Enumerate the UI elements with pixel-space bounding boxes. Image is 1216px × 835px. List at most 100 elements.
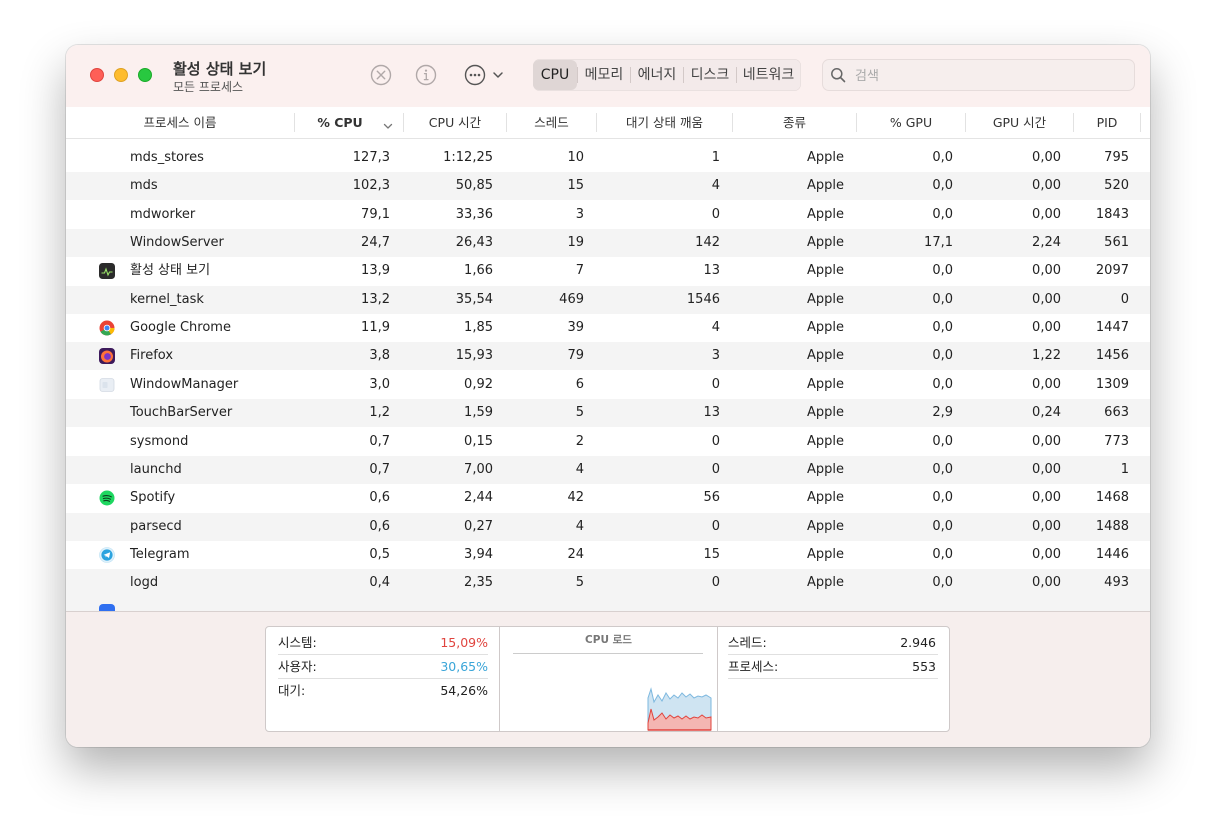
gpu-percent-cell: 17,1	[924, 235, 953, 251]
column-header-idle-wakeups[interactable]: 대기 상태 깨움	[626, 115, 703, 130]
process-name-cell: mds	[130, 178, 158, 194]
table-row[interactable]: sysmond 0,7 0,15 2 0 Apple 0,0 0,00 773	[66, 428, 1150, 456]
gpu-percent-cell: 2,9	[932, 405, 953, 421]
idle-wakeups-cell: 1546	[686, 291, 720, 307]
processes-value: 553	[912, 659, 936, 674]
tab-energy[interactable]: 에너지	[637, 67, 677, 83]
column-header-kind[interactable]: 종류	[782, 115, 806, 130]
search-field[interactable]	[822, 59, 1135, 91]
idle-wakeups-cell: 0	[711, 575, 720, 591]
idle-wakeups-cell: 13	[703, 263, 720, 279]
search-input[interactable]	[853, 65, 1127, 87]
more-options-icon[interactable]	[463, 63, 507, 87]
gpu-time-cell: 0,00	[1032, 178, 1061, 194]
gpu-percent-cell: 0,0	[932, 291, 953, 307]
table-row[interactable]: mdworker 79,1 33,36 3 0 Apple 0,0 0,00 1843	[66, 201, 1150, 229]
column-divider[interactable]	[965, 113, 966, 132]
process-name-cell: mdworker	[130, 206, 196, 222]
column-header-threads[interactable]: 스레드	[534, 115, 569, 130]
cpu-percent-cell: 24,7	[361, 235, 390, 251]
cpu-percent-cell: 13,2	[361, 291, 390, 307]
column-header-cpu[interactable]: % CPU	[317, 115, 363, 130]
process-name-cell: TouchBarServer	[130, 405, 233, 421]
threads-cell: 24	[567, 546, 584, 562]
sort-descending-icon[interactable]	[382, 117, 394, 136]
table-row[interactable]: Telegram 0,5 3,94 24 15 Apple 0,0 0,00 1446	[66, 541, 1150, 569]
tab-divider	[736, 67, 737, 83]
table-row[interactable]: WindowServer 24,7 26,43 19 142 Apple 17,1 2,24 5…	[66, 229, 1150, 258]
process-name-cell: WindowManager	[130, 376, 239, 392]
column-header-process-name[interactable]: 프로세스 이름	[143, 115, 217, 130]
table-row[interactable]: mds_stores 127,3 1:12,25 10 1 Apple 0,0 0,00 795	[66, 144, 1150, 172]
table-row[interactable]: logd 0,4 2,35 5 0 Apple 0,0 0,00 493	[66, 569, 1150, 598]
tab-memory[interactable]: 메모리	[584, 67, 624, 83]
column-header-gpu[interactable]: % GPU	[889, 115, 933, 130]
threads-label: 스레드:	[728, 635, 767, 650]
column-divider[interactable]	[732, 113, 733, 132]
cpu-time-cell: 50,85	[455, 178, 493, 194]
tab-divider	[630, 67, 631, 83]
zoom-window-button[interactable]	[138, 68, 152, 82]
table-row[interactable]: Google Chrome 11,9 1,85 39 4 Apple 0,0 0,00 1447	[66, 314, 1150, 342]
cpu-time-cell: 3,94	[464, 546, 493, 562]
threads-value: 2.946	[900, 635, 936, 650]
system-value: 15,09%	[440, 635, 488, 650]
stop-process-icon[interactable]	[369, 63, 393, 87]
cpu-time-cell: 35,54	[455, 291, 493, 307]
window-subtitle[interactable]: 모든 프로세스	[173, 80, 244, 94]
table-row[interactable]: WindowManager 3,0 0,92 6 0 Apple 0,0 0,00 1309	[66, 371, 1150, 399]
cpu-percent-cell: 13,9	[361, 263, 390, 279]
column-divider[interactable]	[1073, 113, 1074, 132]
tab-cpu[interactable]: CPU	[533, 60, 577, 90]
search-icon	[830, 67, 846, 87]
gpu-percent-cell: 0,0	[932, 348, 953, 364]
threads-cell: 4	[575, 461, 584, 477]
cpu-percent-cell: 3,8	[369, 348, 390, 364]
gpu-time-cell: 0,00	[1032, 320, 1061, 336]
toolbar: 활성 상태 보기 모든 프로세스 CPU	[66, 45, 1150, 108]
column-divider[interactable]	[506, 113, 507, 132]
column-header-gpu-time[interactable]: GPU 시간	[992, 115, 1047, 130]
tab-network[interactable]: 네트워크	[742, 67, 795, 83]
minimize-window-button[interactable]	[114, 68, 128, 82]
column-divider[interactable]	[403, 113, 404, 132]
cpu-time-cell: 15,93	[455, 348, 493, 364]
column-divider[interactable]	[856, 113, 857, 132]
table-row[interactable]: mds 102,3 50,85 15 4 Apple 0,0 0,00 520	[66, 172, 1150, 201]
idle-label: 대기:	[278, 683, 306, 698]
gpu-time-cell: 0,00	[1032, 575, 1061, 591]
info-icon[interactable]	[414, 63, 438, 87]
cpu-time-cell: 0,27	[464, 518, 493, 534]
column-divider[interactable]	[596, 113, 597, 132]
kind-cell: Apple	[806, 178, 844, 194]
threads-cell: 39	[567, 320, 584, 336]
column-divider[interactable]	[294, 113, 295, 132]
table-row[interactable]: Firefox 3,8 15,93 79 3 Apple 0,0 1,22 1456	[66, 342, 1150, 371]
column-header-pid[interactable]: PID	[1096, 115, 1118, 130]
table-row[interactable]: kernel_task 13,2 35,54 469 1546 Apple 0,0 0,00 0	[66, 285, 1150, 314]
gpu-time-cell: 0,00	[1032, 490, 1061, 506]
cpu-percent-cell: 3,0	[369, 376, 390, 392]
table-row[interactable]: Spotify 0,6 2,44 42 56 Apple 0,0 0,00 1468	[66, 484, 1150, 512]
gpu-time-cell: 1,22	[1032, 348, 1061, 364]
table-row[interactable]: parsecd 0,6 0,27 4 0 Apple 0,0 0,00 1488	[66, 512, 1150, 541]
table-row[interactable]: TouchBarServer 1,2 1,59 5 13 Apple 2,9 0,24 663	[66, 399, 1150, 428]
threads-cell: 5	[575, 405, 584, 421]
column-header-cpu-time[interactable]: CPU 시간	[428, 115, 482, 130]
gpu-percent-cell: 0,0	[932, 263, 953, 279]
column-divider[interactable]	[1140, 113, 1141, 132]
close-window-button[interactable]	[90, 68, 104, 82]
gpu-time-cell: 0,00	[1032, 518, 1061, 534]
process-name-cell: Spotify	[130, 490, 176, 506]
tab-disk[interactable]: 디스크	[690, 67, 730, 83]
telegram-icon	[99, 547, 115, 563]
gpu-percent-cell: 0,0	[932, 376, 953, 392]
table-row[interactable]: 활성 상태 보기 13,9 1,66 7 13 Apple 0,0 0,00 2097	[66, 257, 1150, 285]
pid-cell: 1309	[1095, 376, 1129, 392]
threads-cell: 42	[567, 490, 584, 506]
cpu-summary-footer: 시스템: 15,09% 사용자: 30,65% 대기: 54,26% CPU 로…	[66, 611, 1150, 747]
table-row[interactable]: launchd 0,7 7,00 4 0 Apple 0,0 0,00 1	[66, 455, 1150, 484]
pid-cell: 663	[1104, 405, 1129, 421]
table-row-partial[interactable]	[66, 596, 1150, 611]
idle-wakeups-cell: 0	[711, 461, 720, 477]
